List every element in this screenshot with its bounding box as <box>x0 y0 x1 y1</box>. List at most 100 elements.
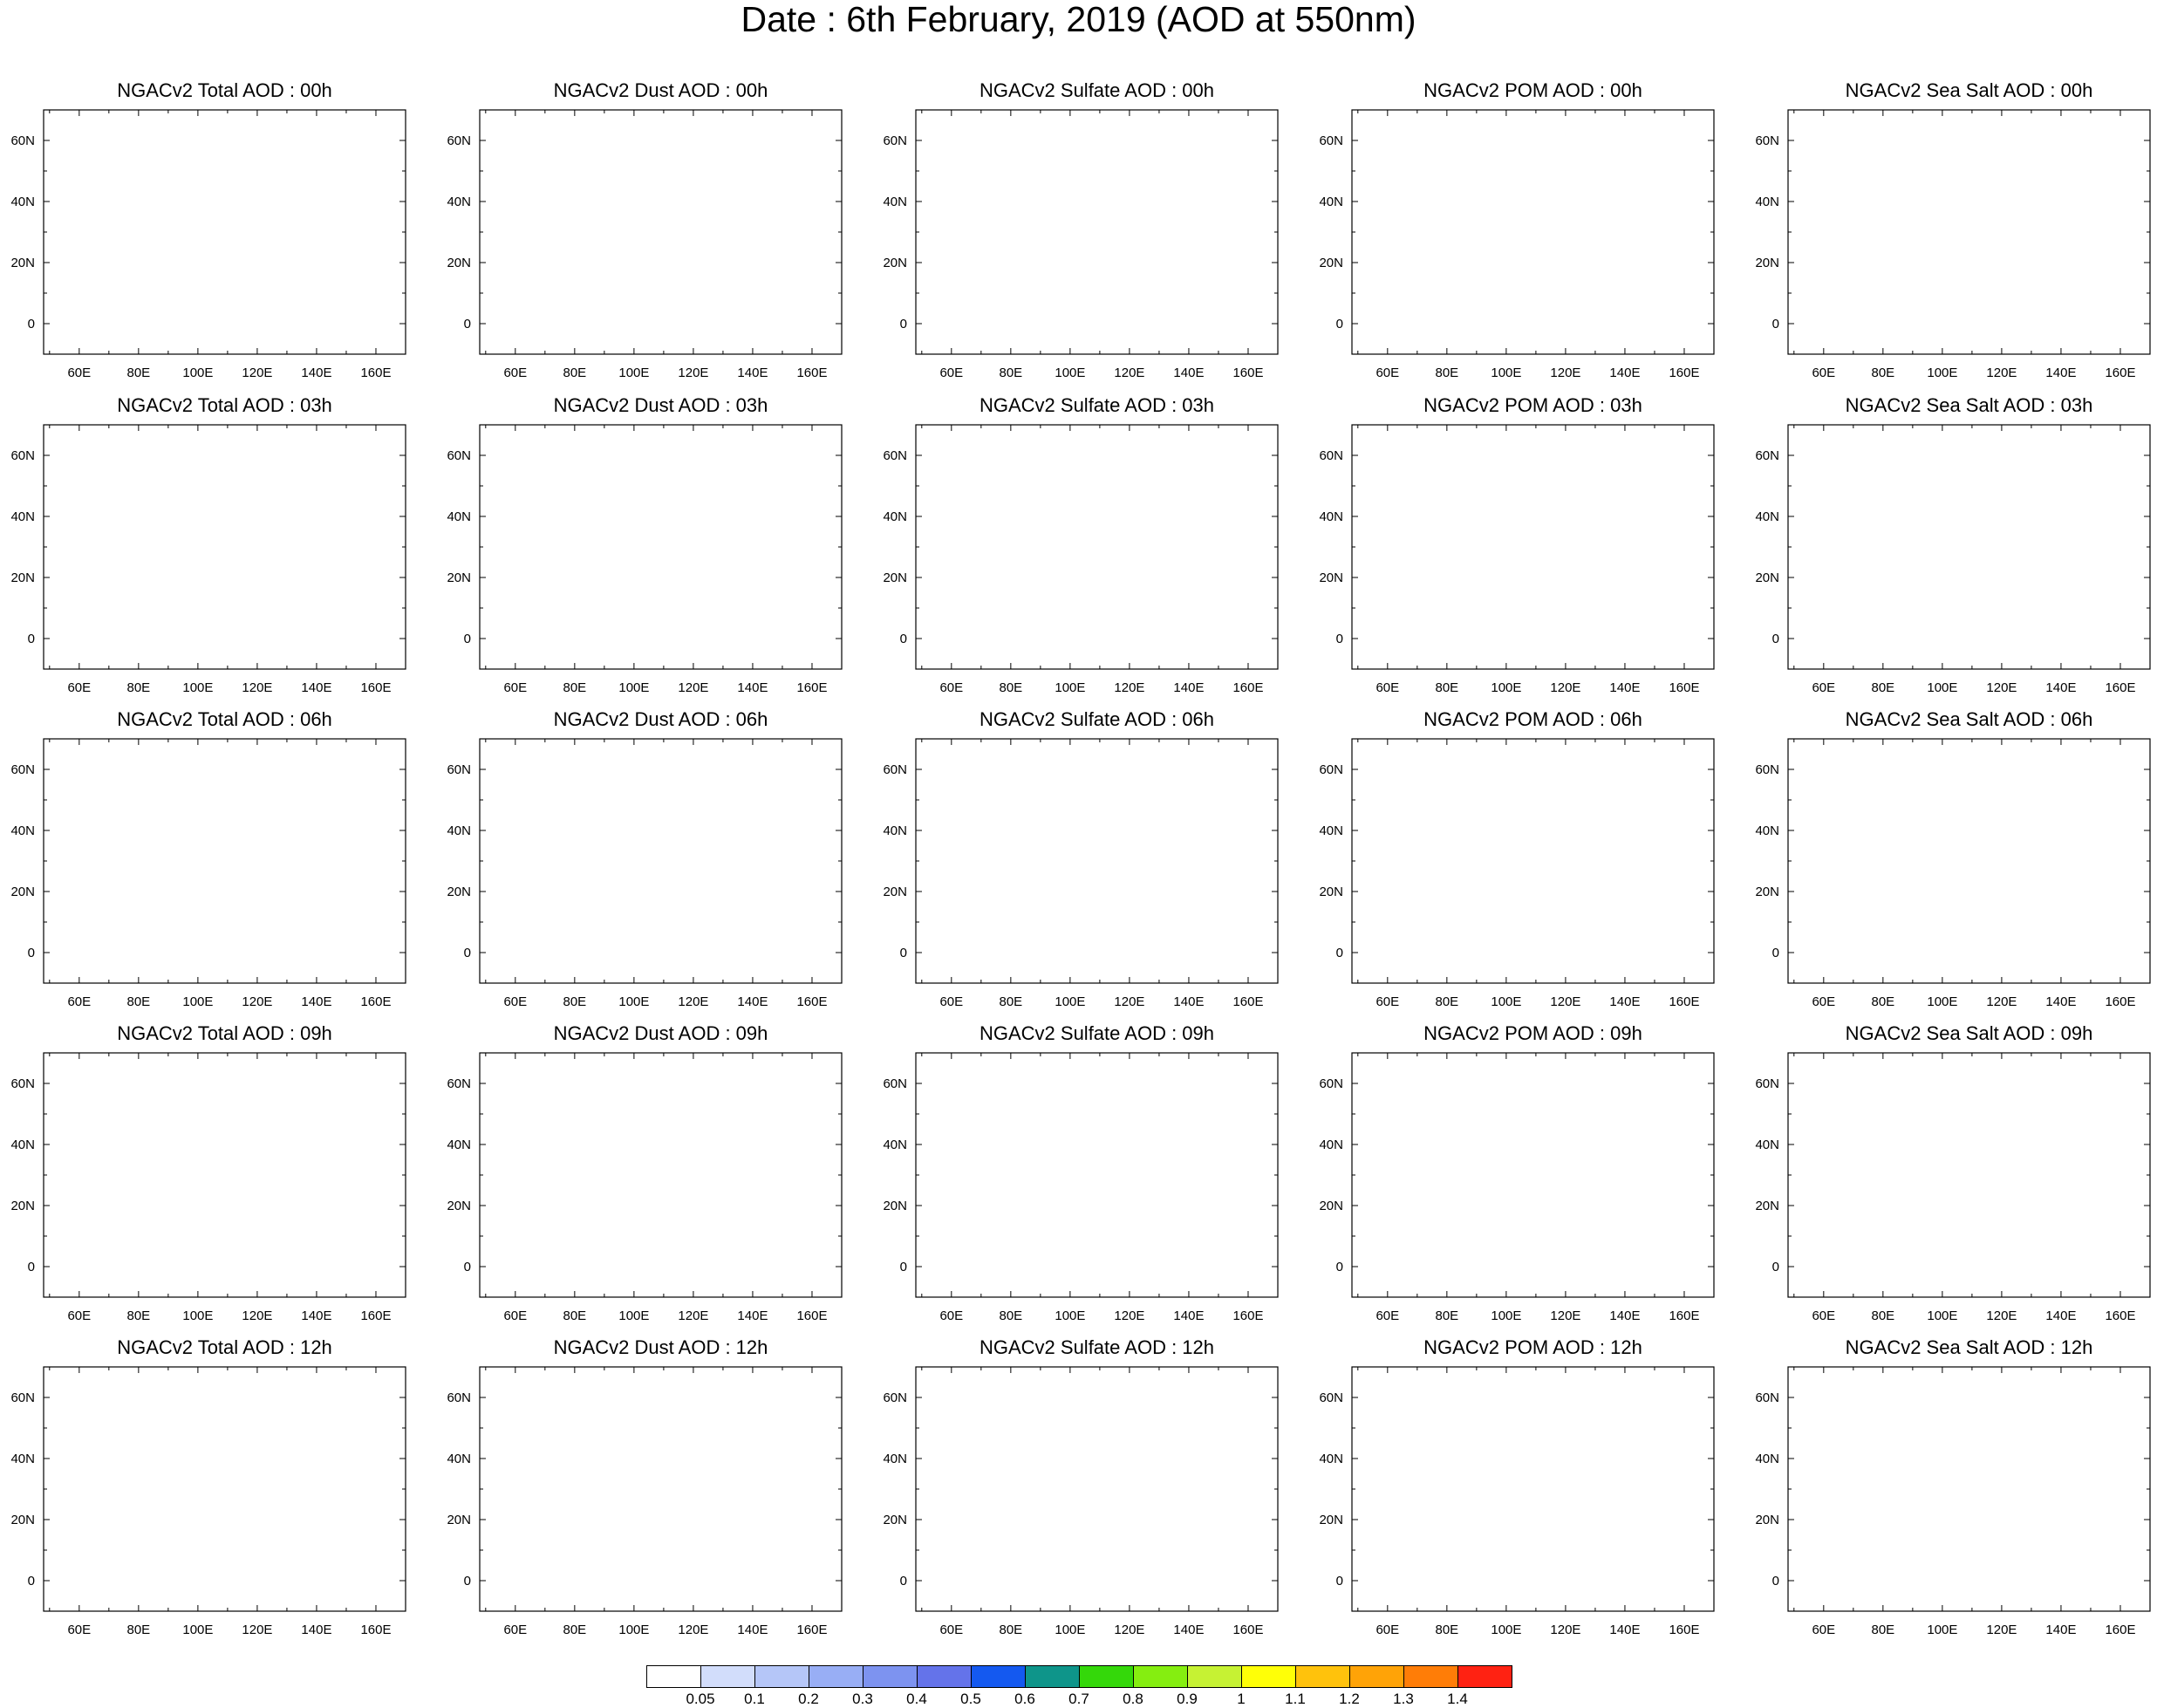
lon-tick-label: 140E <box>1609 680 1640 695</box>
lon-tick-label: 120E <box>678 366 708 380</box>
lon-tick-label: 140E <box>1173 366 1204 380</box>
lat-tick-label: 60N <box>1755 1390 1779 1405</box>
lon-tick-label: 60E <box>939 680 963 695</box>
lon-tick-label: 140E <box>737 366 768 380</box>
aod-map: 60E 80E 100E 120E 140E 160E 60N 40N 20N 0 <box>1755 424 2151 695</box>
lon-tick-label: 80E <box>127 1308 151 1323</box>
lon-tick-label: 80E <box>563 366 587 380</box>
aod-map: 60E 80E 100E 120E 140E 160E 60N 40N 20N 0 <box>1319 424 1715 695</box>
lon-tick-label: 100E <box>182 1308 213 1323</box>
colorbar-swatch <box>863 1665 918 1688</box>
aod-map: 60E 80E 100E 120E 140E 160E 60N 40N 20N 0 <box>10 109 406 380</box>
map-frame <box>43 109 406 355</box>
lat-tick-label: 60N <box>1319 1390 1343 1405</box>
map-frame <box>479 109 843 355</box>
lon-tick-label: 120E <box>242 366 272 380</box>
map-frame <box>1787 424 2151 670</box>
map-frame <box>915 109 1279 355</box>
lat-tick-label: 0 <box>28 1260 35 1274</box>
aod-map: 60E 80E 100E 120E 140E 160E 60N 40N 20N 0 <box>883 1366 1279 1637</box>
panel-title: NGACv2 Total AOD : 12h <box>117 1336 332 1358</box>
lat-tick-label: 20N <box>10 885 35 899</box>
map-frame <box>1787 1052 2151 1298</box>
lon-tick-label: 100E <box>1055 366 1085 380</box>
map-frame <box>915 1052 1279 1298</box>
lat-tick-label: 0 <box>1336 1574 1343 1588</box>
lat-tick-label: 0 <box>28 1574 35 1588</box>
lon-tick-label: 80E <box>1000 994 1023 1009</box>
lon-tick-label: 120E <box>1986 1623 2017 1637</box>
lon-tick-label: 120E <box>1550 366 1580 380</box>
lon-tick-label: 80E <box>127 366 151 380</box>
panel-title: NGACv2 POM AOD : 03h <box>1423 394 1642 416</box>
figure-title: Date : 6th February, 2019 (AOD at 550nm) <box>741 0 1416 39</box>
lon-tick-label: 60E <box>1812 680 1835 695</box>
colorbar-swatch <box>1241 1665 1296 1688</box>
map-frame <box>43 424 406 670</box>
lon-tick-label: 120E <box>1986 366 2017 380</box>
colorbar-label: 0.3 <box>852 1691 873 1707</box>
lon-tick-label: 80E <box>563 1308 587 1323</box>
lon-tick-label: 100E <box>618 1623 649 1637</box>
lat-tick-label: 20N <box>1755 570 1779 585</box>
panel-title: NGACv2 Sea Salt AOD : 12h <box>1845 1336 2093 1358</box>
lat-tick-label: 0 <box>1772 1574 1779 1588</box>
map-frame <box>1351 109 1715 355</box>
lon-tick-label: 140E <box>1609 366 1640 380</box>
lat-tick-label: 40N <box>10 195 35 209</box>
lon-tick-label: 140E <box>301 366 331 380</box>
colorbar-swatch <box>1349 1665 1404 1688</box>
colorbar-swatch <box>1457 1665 1512 1688</box>
lat-tick-label: 60N <box>1319 1076 1343 1091</box>
lon-tick-label: 60E <box>1812 1308 1835 1323</box>
panel-title: NGACv2 Sea Salt AOD : 09h <box>1845 1022 2093 1044</box>
lat-tick-label: 20N <box>1319 1513 1343 1527</box>
lon-tick-label: 80E <box>1872 994 1895 1009</box>
colorbar-swatch <box>646 1665 701 1688</box>
lat-tick-label: 40N <box>1319 509 1343 524</box>
lon-tick-label: 60E <box>939 1623 963 1637</box>
colorbar-label: 0.1 <box>744 1691 765 1707</box>
lon-tick-label: 100E <box>1491 1308 1521 1323</box>
lat-tick-label: 60N <box>1319 448 1343 463</box>
lon-tick-label: 100E <box>618 680 649 695</box>
lon-tick-label: 80E <box>1436 1308 1459 1323</box>
lat-tick-label: 60N <box>447 1390 471 1405</box>
lon-tick-label: 120E <box>1550 994 1580 1009</box>
lat-tick-label: 60N <box>10 1076 35 1091</box>
map-frame <box>1351 424 1715 670</box>
map-frame <box>915 738 1279 984</box>
lat-tick-label: 60N <box>883 1390 907 1405</box>
map-frame <box>479 738 843 984</box>
lon-tick-label: 120E <box>1114 680 1144 695</box>
colorbar-label: 0.9 <box>1177 1691 1198 1707</box>
lon-tick-label: 60E <box>1375 994 1399 1009</box>
lat-tick-label: 0 <box>464 632 471 646</box>
lat-tick-label: 60N <box>447 1076 471 1091</box>
lon-tick-label: 120E <box>242 994 272 1009</box>
lat-tick-label: 40N <box>1319 1138 1343 1152</box>
map-frame <box>1787 738 2151 984</box>
lon-tick-label: 120E <box>1986 1308 2017 1323</box>
lat-tick-label: 40N <box>1755 195 1779 209</box>
lat-tick-label: 20N <box>883 256 907 270</box>
lat-tick-label: 20N <box>1319 885 1343 899</box>
lon-tick-label: 120E <box>678 994 708 1009</box>
lon-tick-label: 160E <box>796 1308 827 1323</box>
colorbar-swatch <box>1403 1665 1458 1688</box>
lon-tick-label: 60E <box>503 680 527 695</box>
panel-title: NGACv2 Total AOD : 06h <box>117 708 332 730</box>
lon-tick-label: 160E <box>1669 366 1699 380</box>
lat-tick-label: 40N <box>447 1138 471 1152</box>
lon-tick-label: 80E <box>563 1623 587 1637</box>
lon-tick-label: 120E <box>1114 994 1144 1009</box>
lat-tick-label: 20N <box>10 1199 35 1213</box>
lat-tick-label: 60N <box>10 1390 35 1405</box>
lat-tick-label: 40N <box>1755 823 1779 838</box>
lon-tick-label: 160E <box>360 680 391 695</box>
lat-tick-label: 60N <box>883 133 907 148</box>
lat-tick-label: 40N <box>1755 1138 1779 1152</box>
lat-tick-label: 40N <box>447 1452 471 1466</box>
colorbar-label: 0.05 <box>686 1691 715 1707</box>
lon-tick-label: 100E <box>1055 680 1085 695</box>
